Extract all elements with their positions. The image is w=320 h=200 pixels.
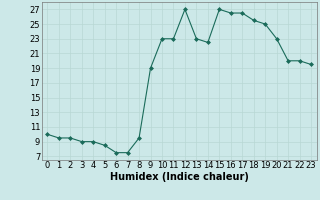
X-axis label: Humidex (Indice chaleur): Humidex (Indice chaleur) <box>110 172 249 182</box>
